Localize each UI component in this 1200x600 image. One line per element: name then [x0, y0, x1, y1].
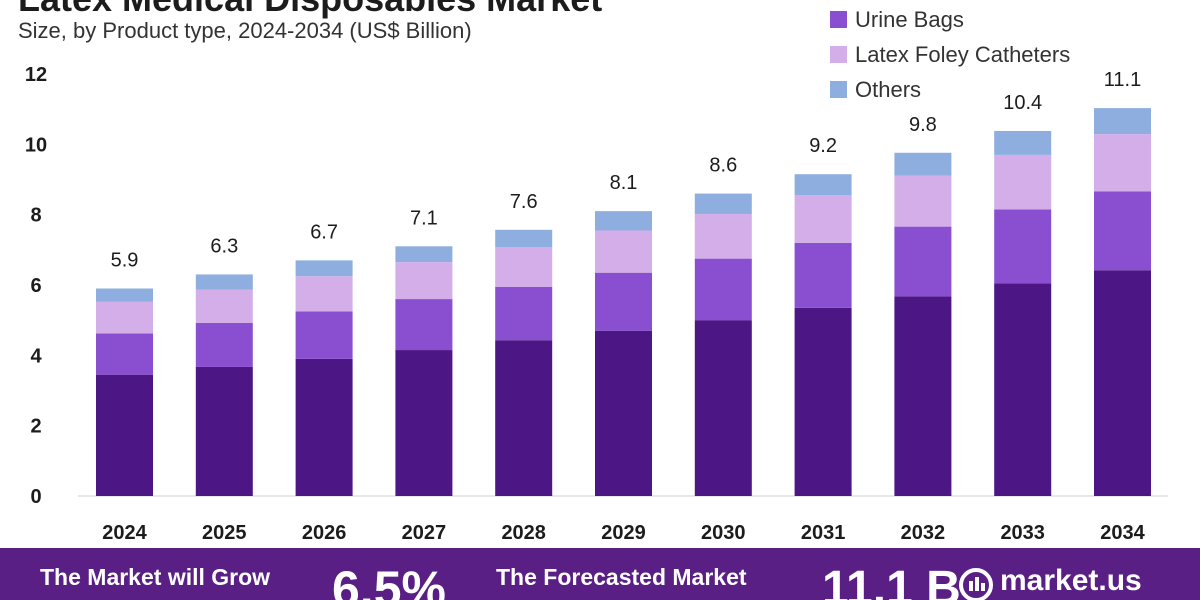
bar-segment-2034-series-1 — [1094, 191, 1151, 271]
x-tick-label: 2027 — [402, 522, 447, 544]
bar-segment-2029-series-2 — [595, 230, 652, 273]
bar-segment-2027-series-1 — [395, 299, 453, 351]
x-tick-label: 2032 — [901, 522, 946, 544]
y-tick-label: 4 — [30, 345, 42, 367]
legend-label-others: Others — [855, 76, 922, 102]
x-tick-label: 2024 — [102, 522, 147, 544]
bar-segment-2033-series-1 — [994, 209, 1052, 284]
y-tick-label: 0 — [30, 486, 41, 508]
y-tick-label: 6 — [30, 275, 41, 297]
bar-segment-2030-series-1 — [694, 258, 752, 321]
bar-segment-2032-series-0 — [894, 296, 952, 496]
bar-segment-2026-series-3 — [295, 260, 353, 277]
banner-brand-name: market.us — [1000, 564, 1142, 597]
legend-item-others: Others — [830, 72, 1070, 107]
banner-market-value: 11.1 B — [822, 562, 961, 600]
bar-segment-2031-series-2 — [794, 195, 852, 243]
footer-banner: The Market will Grow 6.5% The Forecasted… — [0, 548, 1200, 600]
bar-total-label: 7.1 — [410, 207, 438, 229]
y-tick-label: 2 — [30, 416, 41, 438]
legend-swatch-others — [830, 81, 847, 98]
x-tick-label: 2026 — [302, 522, 347, 544]
legend-swatch-latex-foley-catheters — [830, 46, 847, 63]
x-tick-label: 2029 — [601, 522, 646, 544]
bar-total-label: 6.7 — [310, 221, 338, 243]
bar-segment-2033-series-3 — [994, 130, 1052, 155]
bar-segment-2028-series-0 — [495, 340, 553, 496]
bar-segment-2031-series-3 — [794, 174, 852, 196]
x-tick-label: 2033 — [1000, 522, 1045, 544]
bar-segment-2031-series-1 — [794, 242, 852, 308]
bar-segment-2034-series-0 — [1094, 270, 1151, 496]
bar-segment-2034-series-2 — [1094, 134, 1151, 192]
bar-segment-2026-series-1 — [295, 311, 353, 359]
bar-segment-2028-series-1 — [495, 286, 553, 341]
y-tick-label: 8 — [30, 205, 41, 227]
bar-total-label: 9.2 — [809, 135, 837, 157]
legend-label-urine-bags: Urine Bags — [855, 6, 964, 32]
bar-segment-2027-series-0 — [395, 350, 453, 496]
market-us-logo-icon — [959, 568, 993, 600]
bar-total-label: 6.3 — [210, 235, 238, 257]
bar-segment-2033-series-0 — [994, 283, 1052, 496]
x-tick-label: 2031 — [801, 522, 846, 544]
bar-segment-2025-series-2 — [195, 289, 253, 323]
bar-segment-2024-series-3 — [96, 288, 153, 302]
bar-segment-2024-series-2 — [96, 301, 153, 334]
bar-segment-2034-series-3 — [1094, 108, 1151, 135]
banner-growth-text: The Market will Grow — [40, 564, 271, 590]
bar-segment-2030-series-2 — [694, 213, 752, 259]
bar-segment-2024-series-1 — [96, 333, 153, 375]
bar-segment-2026-series-0 — [295, 358, 353, 496]
y-tick-label: 12 — [25, 64, 47, 86]
bar-segment-2029-series-1 — [595, 272, 652, 331]
banner-forecast-text: The Forecasted Market — [496, 564, 747, 590]
bar-segment-2027-series-3 — [395, 246, 453, 263]
bar-segment-2025-series-3 — [195, 274, 253, 290]
bar-total-label: 9.8 — [909, 114, 937, 136]
bar-segment-2030-series-3 — [694, 193, 752, 214]
chart-subtitle: Size, by Product type, 2024-2034 (US$ Bi… — [18, 18, 472, 43]
bar-segment-2025-series-0 — [195, 366, 253, 496]
bar-total-label: 5.9 — [111, 250, 139, 272]
stacked-bar-chart: 0 2 4 6 8 10 12 2024 5.9 2025 6.3 2026 6.7 2027 7.1 202… — [25, 64, 1168, 544]
bar-segment-2029-series-0 — [595, 330, 652, 496]
bar-total-label: 8.6 — [709, 155, 737, 177]
bar-segment-2029-series-3 — [595, 211, 652, 231]
bar-segment-2028-series-3 — [495, 229, 553, 248]
x-tick-label: 2030 — [701, 522, 746, 544]
legend-swatch-urine-bags — [830, 11, 847, 28]
bar-segment-2026-series-2 — [295, 276, 353, 312]
bar-segment-2025-series-1 — [195, 322, 253, 367]
bar-segment-2032-series-2 — [894, 175, 952, 227]
legend-item-latex-foley-catheters: Latex Foley Catheters — [830, 37, 1070, 72]
bar-total-label: 7.6 — [510, 191, 538, 213]
x-tick-label: 2034 — [1100, 522, 1145, 544]
bar-total-label: 10.4 — [1003, 92, 1042, 114]
bar-segment-2024-series-0 — [96, 374, 153, 496]
legend-item-urine-bags: Urine Bags — [830, 2, 1070, 37]
y-tick-label: 10 — [25, 134, 47, 156]
legend: Urine Bags Latex Foley Catheters Others — [830, 2, 1070, 107]
chart-title: Latex Medical Disposables Market — [18, 0, 602, 20]
bar-segment-2030-series-0 — [694, 320, 752, 496]
legend-label-latex-foley-catheters: Latex Foley Catheters — [855, 41, 1071, 67]
bar-total-label: 11.1 — [1104, 69, 1141, 91]
bar-segment-2028-series-2 — [495, 247, 553, 287]
bar-segment-2033-series-2 — [994, 154, 1052, 210]
bar-total-label: 8.1 — [610, 172, 638, 194]
bar-segment-2032-series-3 — [894, 152, 952, 176]
bar-segment-2027-series-2 — [395, 262, 453, 300]
x-tick-label: 2028 — [501, 522, 546, 544]
x-tick-label: 2025 — [202, 522, 247, 544]
banner-cagr-value: 6.5% — [332, 561, 446, 600]
bar-segment-2032-series-1 — [894, 226, 952, 297]
bar-segment-2031-series-0 — [794, 307, 852, 496]
